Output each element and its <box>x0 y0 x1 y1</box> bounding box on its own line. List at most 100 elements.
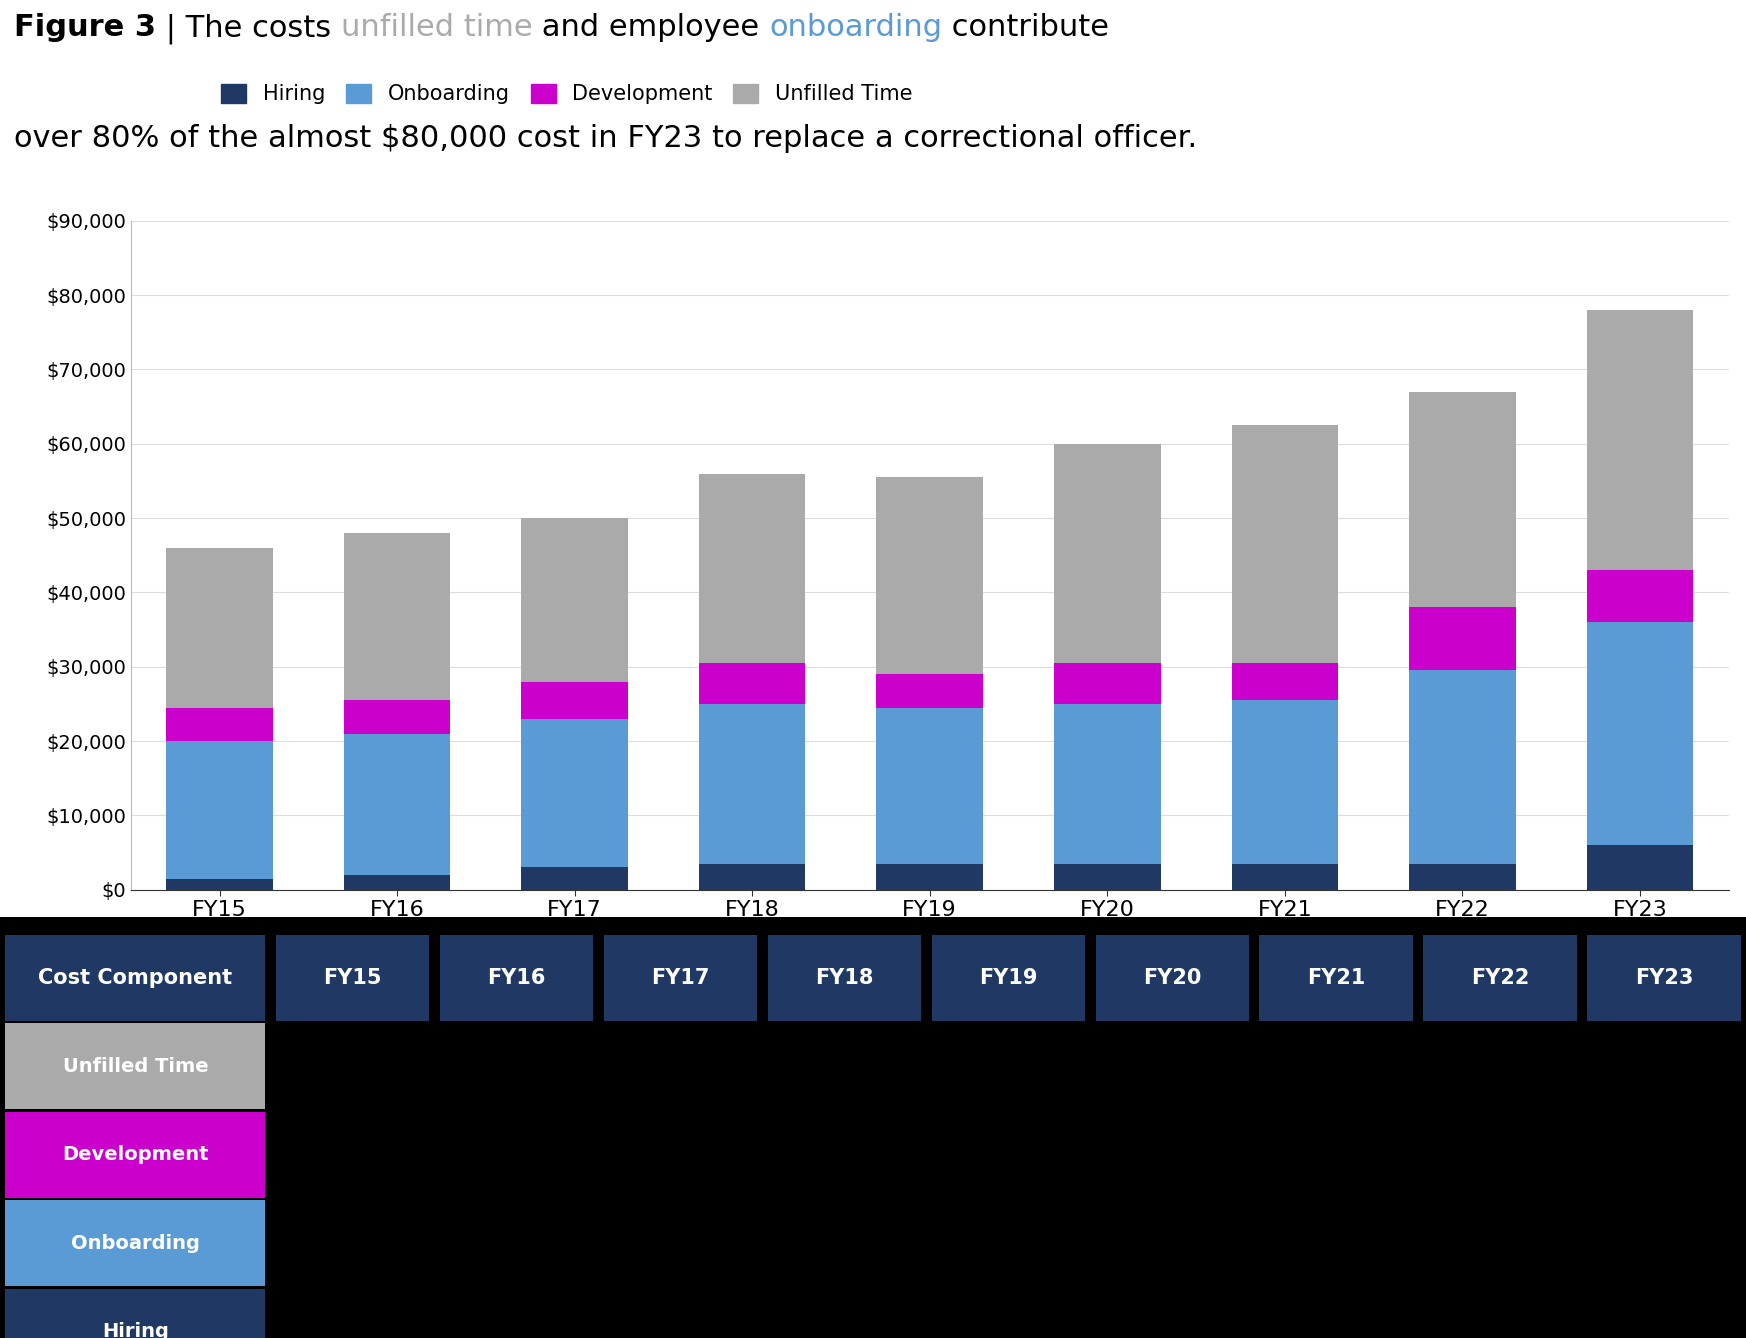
Text: over 80% of the almost $80,000 cost in FY23 to replace a correctional officer.: over 80% of the almost $80,000 cost in F… <box>14 124 1198 154</box>
Text: FY15: FY15 <box>323 967 382 987</box>
FancyBboxPatch shape <box>1259 1112 1413 1198</box>
Bar <box>344 875 450 890</box>
Bar <box>1231 425 1337 664</box>
FancyBboxPatch shape <box>1423 1288 1577 1338</box>
FancyBboxPatch shape <box>1095 1112 1248 1198</box>
FancyBboxPatch shape <box>5 1200 265 1286</box>
Bar <box>698 864 805 890</box>
Bar <box>1587 310 1694 570</box>
FancyBboxPatch shape <box>1423 1200 1577 1286</box>
FancyBboxPatch shape <box>1587 1200 1741 1286</box>
Text: contribute: contribute <box>943 13 1109 41</box>
FancyBboxPatch shape <box>932 1024 1084 1109</box>
FancyBboxPatch shape <box>1259 1200 1413 1286</box>
Bar <box>1587 846 1694 890</box>
Text: FY20: FY20 <box>1144 967 1201 987</box>
FancyBboxPatch shape <box>768 1024 922 1109</box>
FancyBboxPatch shape <box>1095 1200 1248 1286</box>
FancyBboxPatch shape <box>932 1200 1084 1286</box>
FancyBboxPatch shape <box>932 1112 1084 1198</box>
Text: FY22: FY22 <box>1470 967 1529 987</box>
FancyBboxPatch shape <box>5 1112 265 1198</box>
Text: Figure 3: Figure 3 <box>14 13 155 41</box>
FancyBboxPatch shape <box>768 1288 922 1338</box>
Bar <box>698 704 805 864</box>
Text: | The costs: | The costs <box>155 13 340 44</box>
Text: unfilled time: unfilled time <box>340 13 533 41</box>
Text: Development: Development <box>63 1145 208 1164</box>
FancyBboxPatch shape <box>440 1288 594 1338</box>
FancyBboxPatch shape <box>5 935 265 1021</box>
Bar <box>1231 700 1337 864</box>
Bar <box>698 474 805 664</box>
FancyBboxPatch shape <box>1095 1024 1248 1109</box>
FancyBboxPatch shape <box>5 1288 265 1338</box>
Text: and employee: and employee <box>533 13 770 41</box>
Legend: Hiring, Onboarding, Development, Unfilled Time: Hiring, Onboarding, Development, Unfille… <box>222 84 913 104</box>
Text: Onboarding: Onboarding <box>72 1234 199 1252</box>
Text: FY17: FY17 <box>651 967 709 987</box>
FancyBboxPatch shape <box>1587 1024 1741 1109</box>
FancyBboxPatch shape <box>1423 935 1577 1021</box>
Bar <box>344 533 450 700</box>
FancyBboxPatch shape <box>1587 1288 1741 1338</box>
FancyBboxPatch shape <box>440 935 594 1021</box>
Bar <box>522 681 629 719</box>
Bar <box>876 674 983 708</box>
Bar <box>344 733 450 875</box>
FancyBboxPatch shape <box>276 935 430 1021</box>
FancyBboxPatch shape <box>1423 1024 1577 1109</box>
FancyBboxPatch shape <box>932 935 1084 1021</box>
FancyBboxPatch shape <box>768 1112 922 1198</box>
Bar <box>698 664 805 704</box>
Bar <box>1055 864 1161 890</box>
Bar <box>1055 444 1161 664</box>
Bar <box>876 708 983 864</box>
Text: Cost Component: Cost Component <box>38 967 232 987</box>
Text: FY23: FY23 <box>1634 967 1694 987</box>
FancyBboxPatch shape <box>932 1288 1084 1338</box>
Bar <box>876 478 983 674</box>
FancyBboxPatch shape <box>768 935 922 1021</box>
Bar <box>522 719 629 867</box>
FancyBboxPatch shape <box>1095 935 1248 1021</box>
Bar <box>876 864 983 890</box>
Text: Unfilled Time: Unfilled Time <box>63 1057 208 1076</box>
Bar <box>522 518 629 681</box>
Bar <box>522 867 629 890</box>
FancyBboxPatch shape <box>1259 935 1413 1021</box>
FancyBboxPatch shape <box>440 1112 594 1198</box>
Bar <box>1231 664 1337 700</box>
Bar <box>1055 704 1161 864</box>
FancyBboxPatch shape <box>604 935 758 1021</box>
FancyBboxPatch shape <box>604 1024 758 1109</box>
FancyBboxPatch shape <box>440 1024 594 1109</box>
Bar <box>1231 864 1337 890</box>
Text: FY19: FY19 <box>980 967 1037 987</box>
FancyBboxPatch shape <box>276 1024 430 1109</box>
FancyBboxPatch shape <box>1423 1112 1577 1198</box>
Text: FY16: FY16 <box>487 967 546 987</box>
Bar <box>1409 392 1516 607</box>
Bar <box>1587 622 1694 846</box>
Text: FY21: FY21 <box>1308 967 1365 987</box>
Bar <box>166 547 272 708</box>
FancyBboxPatch shape <box>276 1200 430 1286</box>
Bar <box>1587 570 1694 622</box>
FancyBboxPatch shape <box>5 1024 265 1109</box>
Text: Hiring: Hiring <box>101 1322 169 1338</box>
Bar <box>166 879 272 890</box>
Bar <box>1409 864 1516 890</box>
Bar <box>1409 670 1516 864</box>
FancyBboxPatch shape <box>604 1112 758 1198</box>
FancyBboxPatch shape <box>1259 1288 1413 1338</box>
Text: onboarding: onboarding <box>770 13 943 41</box>
FancyBboxPatch shape <box>276 1288 430 1338</box>
FancyBboxPatch shape <box>1587 935 1741 1021</box>
FancyBboxPatch shape <box>276 1112 430 1198</box>
Bar <box>1409 607 1516 670</box>
Bar <box>166 741 272 879</box>
FancyBboxPatch shape <box>1095 1288 1248 1338</box>
Bar <box>344 700 450 733</box>
FancyBboxPatch shape <box>768 1200 922 1286</box>
